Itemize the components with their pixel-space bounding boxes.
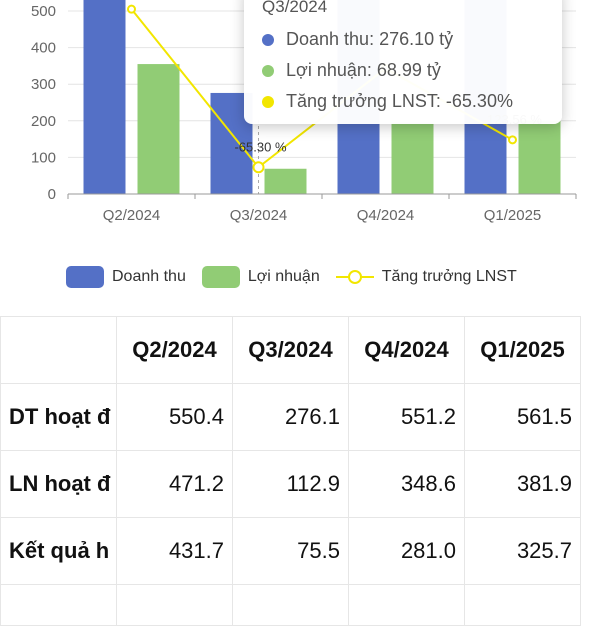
table-cell: 325.7: [464, 517, 581, 585]
revenue-swatch-icon: [66, 266, 104, 288]
chart-legend: Doanh thu Lợi nhuận Tăng trưởng LNST: [66, 264, 533, 290]
tooltip-revenue-text: Doanh thu: 276.10 tỷ: [286, 29, 454, 49]
row-label: LN hoạt đ: [0, 450, 117, 518]
table-cell: 551.2: [348, 383, 465, 451]
revenue-dot-icon: [262, 33, 274, 46]
table-cell: [0, 584, 117, 626]
growth-point: [508, 135, 517, 145]
bar-profit: [518, 120, 561, 194]
table-row: LN hoạt đ 471.2 112.9 348.6 381.9: [0, 450, 581, 518]
growth-point: [252, 161, 265, 174]
table-row-partial: [0, 584, 581, 626]
table-cell: [348, 584, 465, 626]
table-cell: [232, 584, 349, 626]
legend-profit-label: Lợi nhuận: [247, 268, 320, 285]
table-cell: [116, 584, 233, 626]
table-header-cell: Q1/2025: [464, 316, 581, 384]
legend-item-growth[interactable]: Tăng trưởng LNST: [335, 266, 517, 288]
table-cell: 112.9: [232, 450, 349, 518]
table-header-cell: Q4/2024: [348, 316, 465, 384]
tooltip-growth-text: Tăng trưởng LNST: -65.30%: [286, 91, 513, 111]
growth-line-icon: [335, 266, 374, 288]
bar-profit: [137, 64, 180, 194]
tooltip-row-profit: Lợi nhuận: 68.99 tỷ: [262, 55, 562, 86]
table-cell: 75.5: [232, 517, 349, 585]
table-header-cell: Q2/2024: [116, 316, 233, 384]
table-cell: [464, 584, 581, 626]
table-cell: 561.5: [464, 383, 581, 451]
legend-item-profit[interactable]: Lợi nhuận: [201, 266, 320, 288]
table-cell: 381.9: [464, 450, 581, 518]
profit-dot-icon: [262, 64, 274, 77]
tooltip-row-revenue: Doanh thu: 276.10 tỷ: [262, 24, 562, 55]
y-tick-label: 400: [31, 40, 56, 57]
growth-dot-icon: [262, 95, 274, 108]
table-header-cell: Q3/2024: [232, 316, 349, 384]
table-header-row: Q2/2024 Q3/2024 Q4/2024 Q1/2025: [0, 316, 581, 384]
tooltip-title: Q3/2024: [262, 0, 328, 16]
x-tick-label: Q3/2024: [230, 207, 288, 224]
profit-swatch-icon: [201, 266, 240, 288]
y-tick-label: 100: [31, 149, 56, 166]
x-tick-label: Q4/2024: [357, 207, 415, 224]
legend-revenue-label: Doanh thu: [112, 268, 186, 285]
table-cell: 431.7: [116, 517, 233, 585]
table-cell: 471.2: [116, 450, 233, 518]
bar-profit: [391, 122, 434, 194]
table-cell: 276.1: [232, 383, 349, 451]
y-tick-label: 0: [48, 186, 56, 203]
x-tick-label: Q2/2024: [103, 207, 161, 224]
y-tick-label: 200: [31, 113, 56, 130]
row-label: Kết quả h: [0, 517, 117, 585]
growth-point: [127, 4, 136, 14]
legend-growth-label: Tăng trưởng LNST: [381, 268, 517, 285]
row-label: DT hoạt đ: [0, 383, 117, 451]
growth-point-label: -65.30 %: [234, 139, 286, 154]
table-cell: 550.4: [116, 383, 233, 451]
y-tick-label: 500: [31, 3, 56, 20]
y-tick-label: 300: [31, 76, 56, 93]
tooltip-profit-text: Lợi nhuận: 68.99 tỷ: [286, 60, 441, 80]
table-cell: 348.6: [348, 450, 465, 518]
bar-revenue: [83, 0, 126, 194]
tooltip-row-growth: Tăng trưởng LNST: -65.30%: [262, 86, 562, 117]
x-tick-label: Q1/2025: [484, 207, 542, 224]
legend-item-revenue[interactable]: Doanh thu: [66, 266, 186, 288]
bar-profit: [264, 168, 307, 194]
table-header-cell: [0, 316, 117, 384]
table-cell: 281.0: [348, 517, 465, 585]
financial-table: Q2/2024 Q3/2024 Q4/2024 Q1/2025 DT hoạt …: [0, 316, 581, 626]
table-row: Kết quả h 431.7 75.5 281.0 325.7: [0, 517, 581, 585]
table-row: DT hoạt đ 550.4 276.1 551.2 561.5: [0, 383, 581, 451]
chart-tooltip: Q3/2024 Doanh thu: 276.10 tỷ Lợi nhuận: …: [244, 0, 562, 124]
chart-area: 0 100 200 300 400 500 Q2/2024 Q3/2024 Q4/2024 Q1/…: [0, 0, 600, 240]
